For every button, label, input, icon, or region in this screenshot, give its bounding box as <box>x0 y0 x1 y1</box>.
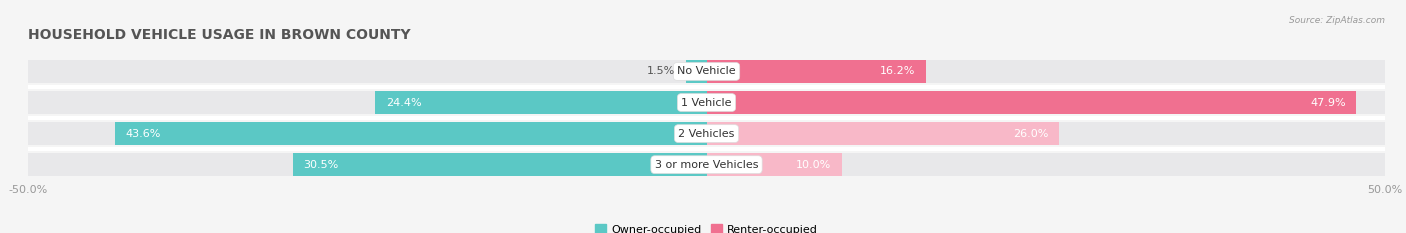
Text: 16.2%: 16.2% <box>880 66 915 76</box>
Text: 2 Vehicles: 2 Vehicles <box>678 129 735 139</box>
Bar <box>686 60 707 83</box>
Bar <box>707 91 1357 114</box>
Bar <box>707 60 927 83</box>
Bar <box>28 154 1385 176</box>
Text: 30.5%: 30.5% <box>304 160 339 170</box>
Legend: Owner-occupied, Renter-occupied: Owner-occupied, Renter-occupied <box>595 224 818 233</box>
Bar <box>375 91 707 114</box>
Text: 10.0%: 10.0% <box>796 160 831 170</box>
Bar <box>292 154 707 176</box>
Text: 47.9%: 47.9% <box>1310 98 1346 107</box>
Bar <box>28 122 1385 145</box>
Bar <box>707 154 842 176</box>
Bar <box>28 91 1385 114</box>
Text: No Vehicle: No Vehicle <box>678 66 735 76</box>
Bar <box>707 122 1059 145</box>
Text: HOUSEHOLD VEHICLE USAGE IN BROWN COUNTY: HOUSEHOLD VEHICLE USAGE IN BROWN COUNTY <box>28 28 411 42</box>
Text: 3 or more Vehicles: 3 or more Vehicles <box>655 160 758 170</box>
Text: 24.4%: 24.4% <box>387 98 422 107</box>
Text: 26.0%: 26.0% <box>1014 129 1049 139</box>
Text: 1 Vehicle: 1 Vehicle <box>682 98 731 107</box>
Bar <box>115 122 707 145</box>
Bar <box>28 60 1385 83</box>
Text: Source: ZipAtlas.com: Source: ZipAtlas.com <box>1289 16 1385 25</box>
Text: 43.6%: 43.6% <box>125 129 162 139</box>
Text: 1.5%: 1.5% <box>647 66 675 76</box>
